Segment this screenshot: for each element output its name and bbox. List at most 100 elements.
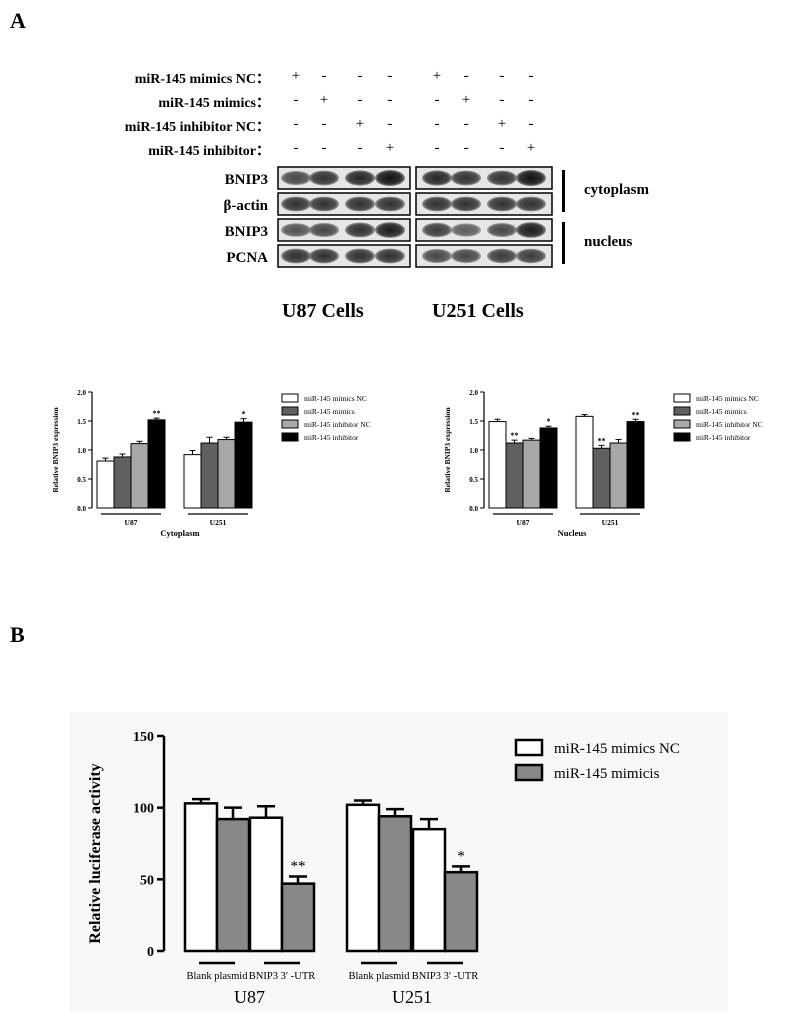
legend-swatch <box>281 432 299 442</box>
blot-band <box>281 171 311 185</box>
treatment-sign: - <box>357 68 363 84</box>
treatment-sign: + <box>355 116 365 132</box>
row-label-bnip3-cyto: BNIP3 <box>224 172 268 188</box>
treatment-sign: - <box>293 92 299 108</box>
legend-label: miR-145 mimics <box>696 407 747 416</box>
treatment-sign: - <box>463 68 469 84</box>
bar <box>217 439 236 509</box>
cytoplasm-bar-chart: 0.0 0.5 1.0 1.5 2.0 Relative BNIP3 expression… <box>51 389 371 538</box>
legend-swatch <box>673 406 691 416</box>
bar <box>626 421 645 509</box>
treatment-sign: - <box>434 116 440 132</box>
y-tick-label: 0.0 <box>469 505 478 513</box>
subcategory-label: BNIP3 3′ -UTR <box>249 971 315 982</box>
bar <box>280 882 316 953</box>
y-tick-label: 1.5 <box>469 418 478 426</box>
blot-band <box>281 223 311 237</box>
y-tick-label: 0.5 <box>469 476 478 484</box>
bar <box>539 427 558 509</box>
y-tick-label: 1.0 <box>469 447 478 455</box>
legend-label: miR-145 inhibitor <box>304 433 359 442</box>
y-tick-label: 0 <box>147 945 154 960</box>
y-tick-label: 1.5 <box>77 418 86 426</box>
treatment-sign: - <box>463 116 469 132</box>
bar <box>411 827 447 953</box>
bar <box>592 447 611 509</box>
bar <box>183 802 219 953</box>
treatment-sign: - <box>528 116 534 132</box>
y-axis-label: Relative luciferase activity <box>87 763 104 943</box>
legend-label: miR-145 mimics NC <box>554 741 680 757</box>
treatment-sign: - <box>387 92 393 108</box>
blot-band <box>451 170 481 186</box>
legend-swatch <box>673 393 691 403</box>
blot-band <box>375 222 405 238</box>
legend-swatch <box>514 763 544 782</box>
blot-frame <box>277 192 411 216</box>
nucleus-label: nucleus <box>584 234 633 250</box>
treatment-sign: - <box>499 92 505 108</box>
category-label: U251 <box>210 518 227 527</box>
treatment-sign: - <box>387 116 393 132</box>
treatment-sign: - <box>434 140 440 156</box>
treatment-sign: + <box>461 92 471 108</box>
blot-band <box>375 196 405 212</box>
y-tick-label: 1.0 <box>77 447 86 455</box>
y-tick-label: 2.0 <box>469 389 478 397</box>
blot-band <box>345 222 375 238</box>
panel-b-label: B <box>10 622 25 647</box>
u251-cells-label: U251 Cells <box>432 300 524 322</box>
subcategory-label: Blank plasmid <box>187 971 249 982</box>
treatment-sign: - <box>499 68 505 84</box>
y-axis-label: Relative BNIP3 expression <box>443 407 452 493</box>
legend-swatch <box>673 419 691 429</box>
blot-band <box>345 196 375 212</box>
blot-frame <box>415 192 553 216</box>
condition-label-inhibitor: miR-145 inhibitor： <box>148 144 270 159</box>
treatment-sign: + <box>432 68 442 84</box>
y-tick-label: 150 <box>133 730 154 745</box>
cytoplasm-bracket <box>562 170 565 212</box>
treatment-sign: + <box>319 92 329 108</box>
bar <box>522 439 541 509</box>
blot-band <box>451 196 481 212</box>
blot-band <box>345 170 375 186</box>
legend-label: miR-145 mimics NC <box>696 394 759 403</box>
significance-mark: * <box>242 410 246 419</box>
significance-mark: * <box>547 417 551 426</box>
y-tick-label: 50 <box>140 873 154 888</box>
blot-band <box>309 196 339 212</box>
legend-label: miR-145 mimics <box>304 407 355 416</box>
bar <box>443 870 479 953</box>
treatment-sign: - <box>321 140 327 156</box>
condition-label-mimics-nc: miR-145 mimics NC： <box>134 72 270 87</box>
significance-mark: ** <box>632 410 640 419</box>
legend-swatch <box>281 406 299 416</box>
row-label-pcna: PCNA <box>226 250 268 266</box>
bar <box>200 442 219 509</box>
legend-label: miR-145 inhibitor NC <box>304 420 371 429</box>
blot-band <box>487 223 517 237</box>
blot-band <box>422 222 452 238</box>
legend-label: miR-145 inhibitor <box>696 433 751 442</box>
bar <box>147 419 166 509</box>
group-label: U87 <box>234 987 265 1007</box>
treatment-sign: - <box>293 140 299 156</box>
significance-mark: ** <box>511 431 519 440</box>
treatment-sign: + <box>291 68 301 84</box>
condition-label-inhibitor-nc: miR-145 inhibitor NC： <box>124 120 270 135</box>
group-label: U251 <box>392 987 432 1007</box>
blot-band <box>516 196 546 212</box>
bar <box>575 415 594 509</box>
blot-band <box>281 248 311 264</box>
legend-label: miR-145 mimicis <box>554 766 660 782</box>
bar <box>113 456 132 509</box>
legend-label: miR-145 inhibitor NC <box>696 420 763 429</box>
bar <box>377 815 413 953</box>
nucleus-bar-chart: 0.0 0.5 1.0 1.5 2.0 Relative BNIP3 expression… <box>443 389 763 538</box>
y-tick-label: 0.5 <box>77 476 86 484</box>
blot-band <box>516 170 546 186</box>
blot-band <box>487 196 517 212</box>
category-label: U87 <box>517 518 530 527</box>
blot-band <box>451 223 481 237</box>
